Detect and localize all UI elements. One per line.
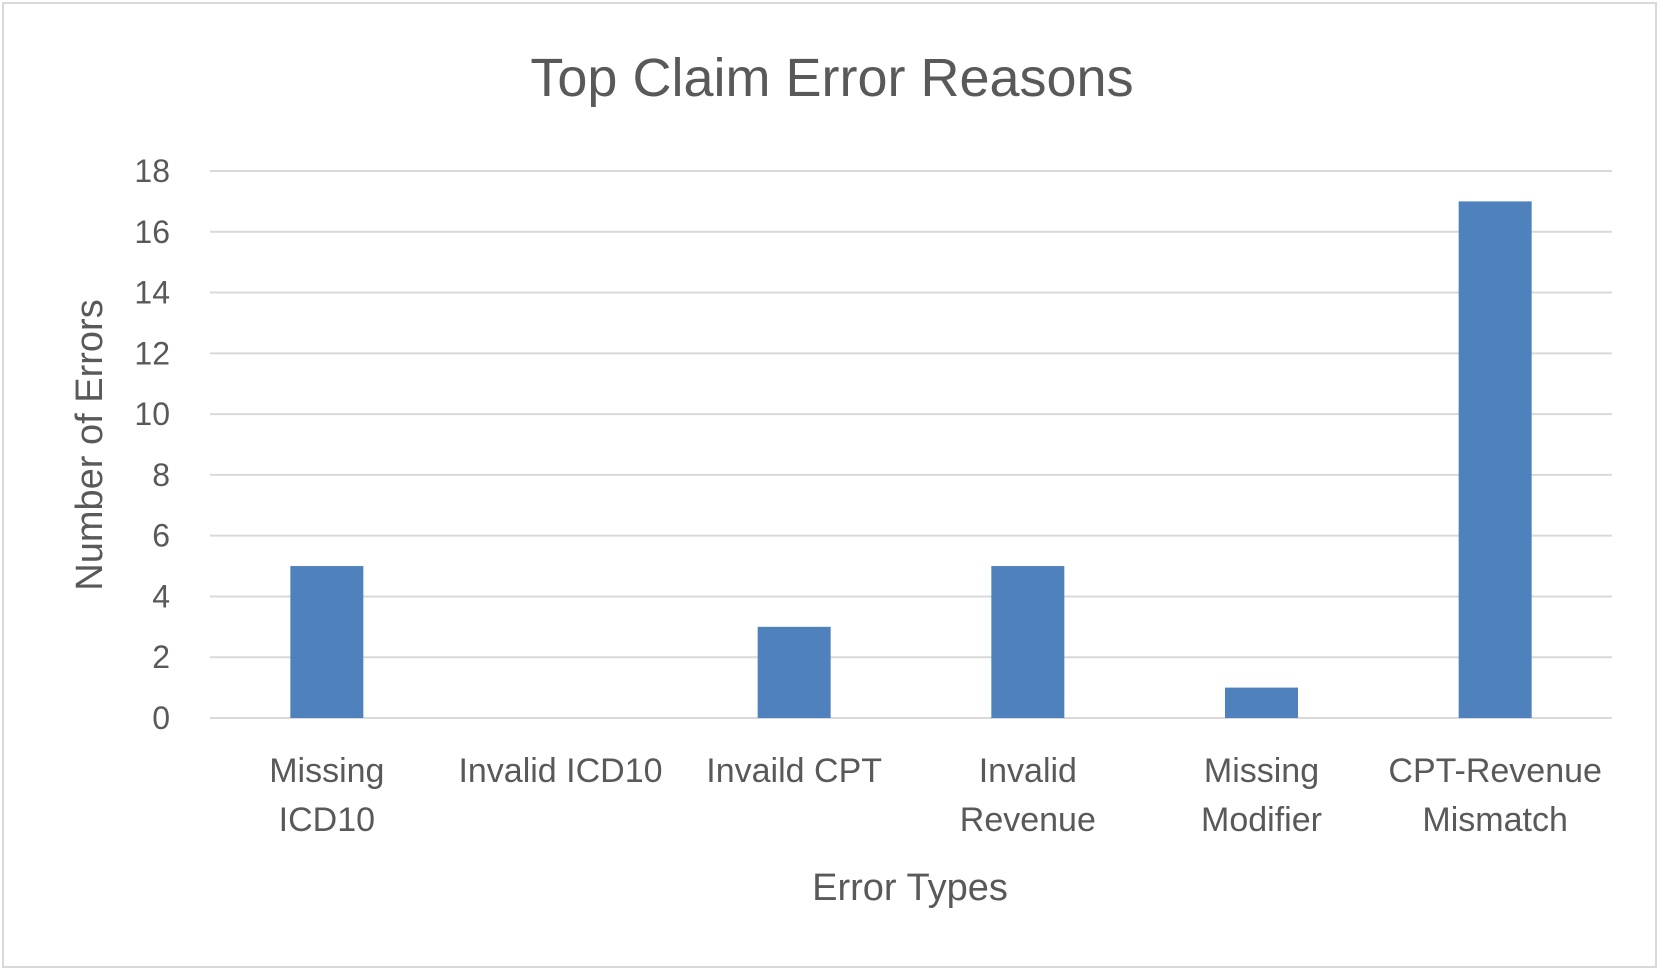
y-tick-label: 6 [152,518,170,554]
x-category-label-line: Invalid [979,752,1077,790]
x-category-label: Invaild CPT [706,752,882,790]
y-tick-label: 12 [134,335,170,371]
x-category-label-line: Missing [269,752,384,790]
x-category-label-line: ICD10 [279,801,375,839]
y-tick-label: 4 [152,578,170,614]
x-category-label-line: Invaild CPT [706,752,882,790]
bar [1225,687,1298,718]
x-category-label-line: Modifier [1201,801,1322,839]
y-tick-label: 16 [134,214,170,250]
x-category-label-line: CPT-Revenue [1388,752,1602,790]
bar [757,626,831,718]
y-tick-label: 14 [134,275,170,311]
x-category-label-line: Revenue [960,801,1096,839]
bar [1458,201,1532,718]
y-tick-label: 8 [152,457,170,493]
chart-title: Top Claim Error Reasons [530,48,1133,108]
x-category-label-line: Mismatch [1422,801,1567,839]
x-category-label: Missing ICD10 [269,752,384,839]
x-category-label: Missing Modifier [1201,752,1322,839]
bar [991,566,1065,718]
gridlines [210,170,1612,719]
x-category-label: Invalid ICD10 [458,752,662,790]
y-tick-label: 10 [134,396,170,432]
x-category-label-line: Missing [1204,752,1319,790]
y-axis-title: Number of Errors [69,299,111,590]
bars [290,201,1532,718]
y-tick-label: 2 [152,639,170,675]
x-axis-title: Error Types [812,867,1008,909]
y-tick-label: 18 [134,153,170,189]
x-category-label: Invalid Revenue [960,752,1096,839]
x-axis-labels: Missing ICD10 Invalid ICD10 Invaild CPT Inva… [269,752,1602,839]
bar [290,566,364,718]
x-category-label: CPT-Revenue Mismatch [1388,752,1602,839]
y-tick-label: 0 [152,700,170,736]
x-category-label-line: Invalid ICD10 [458,752,662,790]
y-axis-ticks: 0 2 4 6 8 10 12 14 16 18 [134,153,170,736]
